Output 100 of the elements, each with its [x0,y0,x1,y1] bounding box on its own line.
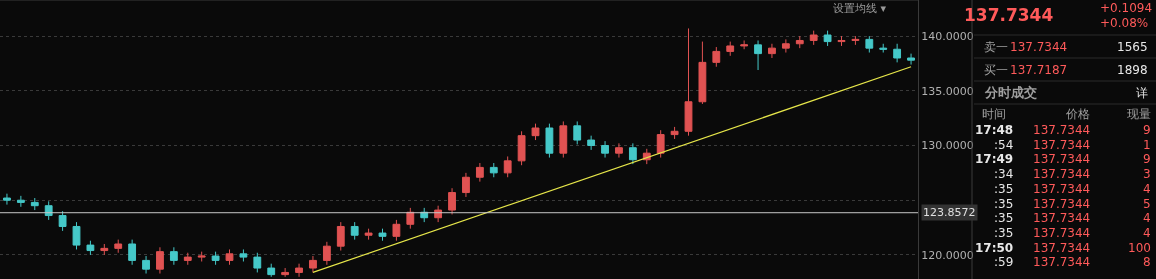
candlestick [865,35,874,54]
text: 买一 [984,63,1008,77]
candlestick [559,120,568,159]
candlestick [253,252,262,273]
text: 9 [1143,123,1151,137]
text: 详 [1136,86,1148,100]
candlestick [907,53,915,66]
text: 137.7344 [1033,123,1091,137]
candlestick [726,41,735,57]
text: +0.08% [1100,16,1149,30]
text: :34 [994,167,1014,181]
text: +0.1094 [1100,1,1153,15]
candlestick [16,195,25,208]
candlestick [489,162,498,178]
candlestick [225,248,234,266]
candlestick [336,221,345,252]
candlestick [628,142,637,165]
text: 137.7344 [1033,152,1091,166]
candlestick [754,39,762,71]
text: 137.7344 [1033,138,1091,152]
candlestick [295,263,303,278]
text: 137.7344 [1033,182,1091,196]
candlestick [795,35,804,49]
y-tick-label: 140.0000 [921,29,974,43]
candlestick [475,162,484,183]
candlestick [156,246,164,275]
text: 17:50 [975,241,1014,255]
text: 3 [1143,167,1151,181]
candlestick [44,200,53,221]
text: 5 [1143,197,1151,211]
candlestick [183,252,192,266]
text: 137.7344 [1010,40,1068,54]
candlestick [837,35,846,47]
text: 1565 [1117,40,1148,54]
candlestick [601,140,609,159]
text: 4 [1143,211,1151,225]
candlestick [768,43,776,59]
text: 17:49 [975,152,1014,166]
candlestick [434,205,443,223]
candlestick [267,263,276,278]
candlestick [114,239,123,254]
candlestick [72,221,81,250]
y-tick-label: 130.0000 [921,139,974,153]
candlestick [239,248,248,262]
candlestick [573,120,582,145]
text: 137.7344 [1033,226,1091,240]
candlestick [86,240,95,256]
candlestick [587,135,596,151]
text: 9 [1143,152,1151,166]
candlestick [322,241,331,266]
candlestick [545,123,554,159]
candlestick [378,228,387,242]
candlestick [809,30,818,46]
candlestick [30,197,39,211]
candlestick [197,251,206,262]
candlestick [100,243,109,256]
candlestick [740,39,749,50]
annotation: 设置均线 ▾ [833,2,887,15]
candlestick [169,246,178,266]
text: :35 [994,182,1014,196]
candlestick [517,130,526,166]
text: 100 [1128,241,1151,255]
candlestick [448,187,456,215]
text: 价格 [1065,107,1090,121]
text: 137.7344 [1033,167,1091,181]
candlestick [698,41,707,105]
text: 1 [1143,138,1151,152]
candlestick [851,35,860,46]
text: :35 [994,226,1014,240]
text: :59 [994,255,1014,269]
candlestick [128,239,137,266]
candlestick [503,155,512,178]
candlestick [656,129,665,159]
text: 4 [1143,226,1151,240]
text: 1898 [1117,63,1148,77]
y-tick-label: 120.0000 [921,248,974,262]
text: 现量 [1127,107,1151,121]
candlestick [3,193,11,206]
text: :35 [994,211,1014,225]
text: 4 [1143,182,1151,196]
candlestick [893,43,902,63]
candlestick [712,46,721,68]
candlestick [615,142,623,159]
text: 137.7344 [1033,255,1091,269]
candlestick [350,221,359,241]
candlestick [309,255,317,273]
text: :35 [994,197,1014,211]
text: 137.7187 [1010,63,1068,77]
candlestick [58,210,67,232]
candlestick [823,30,832,47]
candlestick [211,251,220,266]
text: 卖一 [984,40,1008,54]
candlestick [684,27,693,137]
text: 17:48 [975,123,1014,137]
candlestick [781,38,790,54]
candlestick [531,123,540,141]
candlestick [879,43,888,54]
candlestick [364,228,373,241]
text: :54 [994,138,1014,152]
text: 137.7344 [1033,241,1091,255]
